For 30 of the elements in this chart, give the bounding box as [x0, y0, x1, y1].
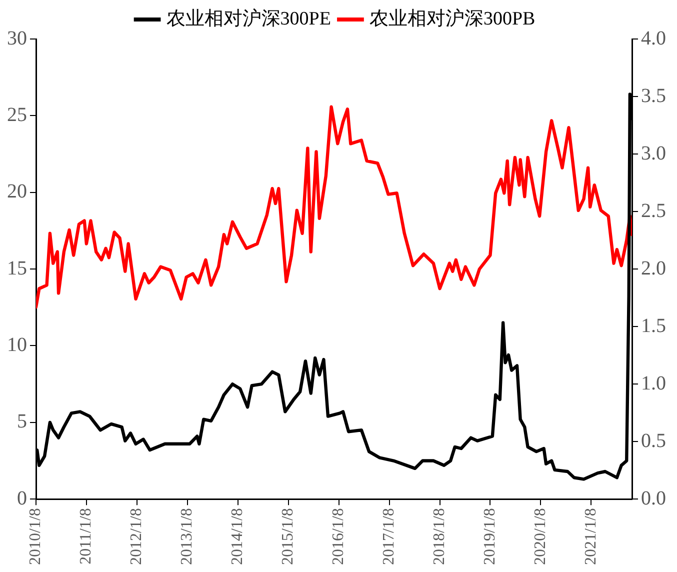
- x-tick-label: 2016/1/8: [330, 508, 347, 565]
- x-tick-label: 2019/1/8: [481, 508, 498, 565]
- y-tick-label: 5: [17, 410, 27, 433]
- y2-tick-label: 2.0: [641, 257, 666, 280]
- x-tick-label: 2014/1/8: [229, 508, 246, 565]
- y-tick-label: 0: [17, 487, 27, 510]
- y-tick-label: 25: [7, 104, 27, 126]
- x-tick-label: 2010/1/8: [27, 508, 44, 565]
- y2-tick-label: 0.0: [641, 487, 666, 510]
- x-tick-label: 2017/1/8: [380, 508, 398, 565]
- y-tick-label: 10: [7, 334, 27, 356]
- y2-tick-label: 3.0: [641, 142, 666, 164]
- x-tick-label: 2011/1/8: [78, 508, 95, 564]
- x-tick-label: 2018/1/8: [430, 508, 448, 565]
- x-tick-label: 2012/1/8: [128, 508, 146, 565]
- y-tick-label: 20: [7, 180, 27, 203]
- y-tick-label: 30: [7, 27, 27, 50]
- legend-label: 农业相对沪深300PE: [166, 7, 331, 30]
- x-tick-label: 2020/1/8: [532, 508, 549, 565]
- y2-tick-label: 3.5: [641, 84, 666, 107]
- y-tick-label: 15: [7, 257, 27, 280]
- legend-label: 农业相对沪深300PB: [369, 7, 536, 30]
- x-tick-label: 2015/1/8: [280, 508, 297, 565]
- x-tick-label: 2013/1/8: [178, 508, 196, 565]
- y2-tick-label: 1.5: [641, 314, 666, 337]
- y2-tick-label: 0.5: [641, 430, 666, 452]
- y2-tick-label: 4.0: [641, 27, 666, 50]
- y2-tick-label: 2.5: [641, 200, 666, 222]
- y2-tick-label: 1.0: [641, 372, 666, 394]
- x-tick-label: 2021/1/8: [582, 508, 600, 565]
